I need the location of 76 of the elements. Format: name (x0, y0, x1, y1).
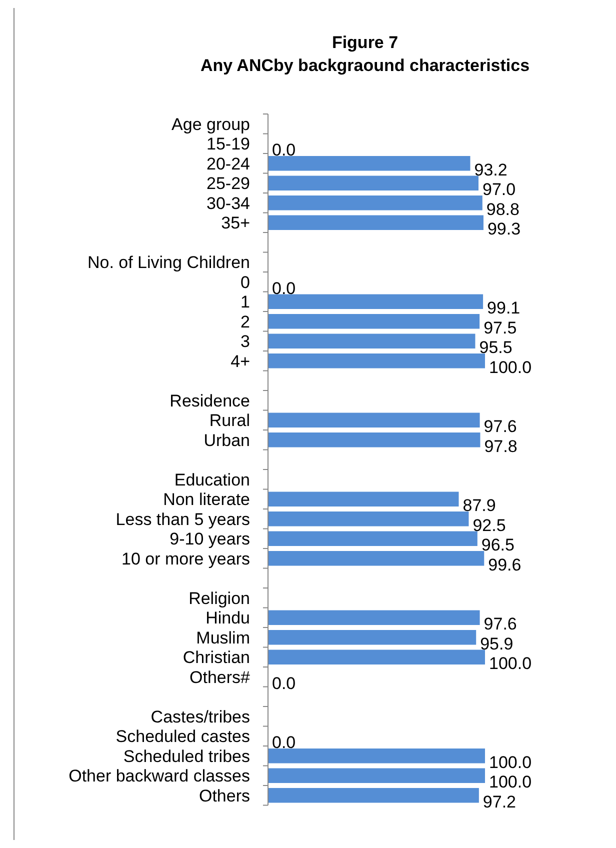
data-label: 100.0 (489, 654, 532, 674)
y-tick-label: Age group (172, 114, 250, 134)
y-tick-label: Less than 5 years (116, 510, 250, 529)
bar (268, 788, 479, 803)
data-label: 100.0 (489, 358, 532, 377)
bar (268, 314, 480, 329)
y-tick-label: 2 (240, 312, 250, 332)
data-label: 99.1 (487, 298, 520, 318)
data-label: 100.0 (489, 752, 532, 772)
bar (268, 196, 482, 210)
y-tick-label: Urban (204, 430, 250, 450)
bar (268, 294, 484, 309)
y-tick-label: Residence (170, 391, 250, 410)
y-tick-label: 20-24 (206, 154, 250, 174)
bar (268, 354, 485, 368)
y-tick-label: 35+ (221, 214, 250, 233)
y-tick-label: Religion (188, 588, 250, 608)
bar (268, 512, 469, 526)
data-label: 0.0 (272, 278, 296, 298)
y-tick-label: 30-34 (206, 194, 250, 213)
chart-subtitle: Any ANCby backgraound characteristics (200, 56, 530, 75)
data-label: 92.5 (472, 516, 506, 535)
data-label: 87.9 (462, 496, 496, 516)
y-tick-label: Others (198, 786, 250, 806)
bar (268, 215, 484, 230)
data-label: 95.5 (479, 338, 512, 358)
bar (268, 412, 480, 428)
bar (268, 156, 470, 171)
bar (268, 551, 484, 566)
y-tick-label: No. of Living Children (87, 253, 250, 272)
y-tick-label: 25-29 (206, 174, 250, 194)
bar (268, 176, 478, 190)
y-tick-label: Scheduled castes (116, 727, 250, 746)
y-tick-label: Christian (182, 648, 250, 668)
y-tick-label: Hindu (206, 608, 250, 628)
y-tick-label: 10 or more years (122, 549, 250, 568)
data-label: 97.6 (484, 614, 517, 634)
data-label: 97.8 (484, 436, 518, 456)
y-tick-label: Castes/tribes (150, 707, 250, 726)
y-tick-label: Education (174, 470, 250, 490)
bar (268, 531, 478, 546)
y-tick-label: Scheduled tribes (123, 746, 250, 766)
y-tick-label: Others# (190, 668, 251, 687)
bar (268, 492, 459, 506)
data-label: 100.0 (489, 772, 532, 792)
data-label: 99.3 (487, 220, 521, 239)
data-label: 97.2 (482, 792, 516, 812)
bar (268, 768, 485, 783)
y-tick-label: 4+ (230, 352, 250, 371)
y-tick-label: 9-10 years (170, 530, 250, 549)
data-label: 93.2 (474, 160, 508, 180)
bar (268, 610, 480, 625)
bar (268, 650, 485, 664)
data-label: 99.6 (488, 555, 522, 574)
y-tick-label: 1 (240, 292, 250, 312)
data-label: 98.8 (486, 200, 520, 219)
data-label: 0.0 (272, 733, 296, 752)
data-label: 97.0 (482, 180, 516, 200)
bar (268, 630, 476, 645)
y-tick-label: Non literate (163, 490, 250, 510)
data-label: 96.5 (481, 536, 514, 555)
data-label: 97.5 (484, 318, 517, 338)
y-tick-label: Rural (209, 411, 250, 430)
y-tick-label: 15-19 (206, 134, 250, 154)
y-tick-label: Muslim (196, 628, 250, 648)
data-label: 0.0 (272, 674, 296, 693)
data-label: 97.6 (484, 417, 517, 436)
y-tick-label: 0 (240, 272, 250, 292)
y-tick-label: Other backward classes (68, 766, 250, 786)
y-tick-label: 3 (240, 332, 250, 352)
bar (268, 432, 480, 448)
bar (268, 334, 476, 348)
chart-title: Figure 7 (332, 33, 398, 52)
bar (268, 748, 485, 764)
data-label: 95.9 (480, 634, 514, 654)
data-label: 0.0 (272, 140, 296, 160)
